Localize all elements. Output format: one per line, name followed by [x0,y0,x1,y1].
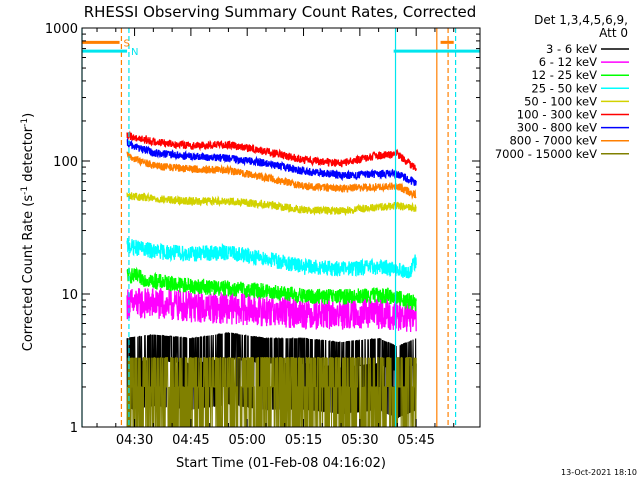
legend-label-0: 3 - 6 keV [546,42,597,56]
y-axis-label-sup2: -1 [20,118,30,127]
x-tick-label: 05:30 [341,433,378,448]
y-tick-label: 100 [53,155,78,170]
series-line-8 [126,357,417,428]
series-line-1 [126,287,417,332]
x-tick-label: 04:45 [172,433,209,448]
series-line-7 [126,151,417,200]
y-tick-label: 1000 [45,22,78,37]
y-axis: 1 10 100 1000 [45,22,480,436]
y-axis-label-main: Corrected Count Rate (s [21,195,36,352]
y-axis-label-end: ) [21,113,36,118]
y-tick-label: 1 [70,421,78,436]
legend-label-3: 25 - 50 keV [531,81,597,95]
y-axis-label-sup1: -1 [20,186,30,195]
legend-header-line-2: Att 0 [599,26,628,40]
series-line-3 [126,237,417,279]
flag-label-S: S [124,38,130,49]
legend-label-5: 100 - 300 keV [517,108,597,122]
x-tick-label: 05:45 [397,433,434,448]
x-tick-label: 05:15 [285,433,322,448]
x-axis: 04:30 04:45 05:00 05:15 05:30 05:45 [96,28,455,448]
footer-timestamp: 13-Oct-2021 18:10 [561,468,637,477]
legend-label-4: 50 - 100 keV [524,94,597,108]
legend-header-line-1: Det 1,3,4,5,6,9, [534,13,628,27]
chart-title: RHESSI Observing Summary Count Rates, Co… [84,3,477,21]
x-axis-label: Start Time (01-Feb-08 04:16:02) [176,456,386,471]
series-line-5 [126,130,417,171]
flag-label-N: N [131,47,138,58]
legend-label-1: 6 - 12 keV [539,55,597,69]
series-line-2 [126,266,417,312]
legend-label-6: 300 - 800 keV [517,121,597,135]
legend-label-7: 800 - 7000 keV [509,134,597,148]
series-line-4 [126,191,417,217]
data-layer [126,130,417,428]
y-tick-label: 10 [61,288,78,303]
legend-label-8: 7000 - 15000 keV [495,147,597,161]
legend-label-2: 12 - 25 keV [531,68,597,82]
x-tick-label: 04:30 [116,433,153,448]
x-tick-label: 05:00 [228,433,265,448]
series-line-6 [126,137,417,186]
plot-frame [81,27,481,428]
y-axis-label: Corrected Count Rate (s-1 detector-1) [20,113,36,351]
y-axis-label-mid: detector [21,126,36,186]
